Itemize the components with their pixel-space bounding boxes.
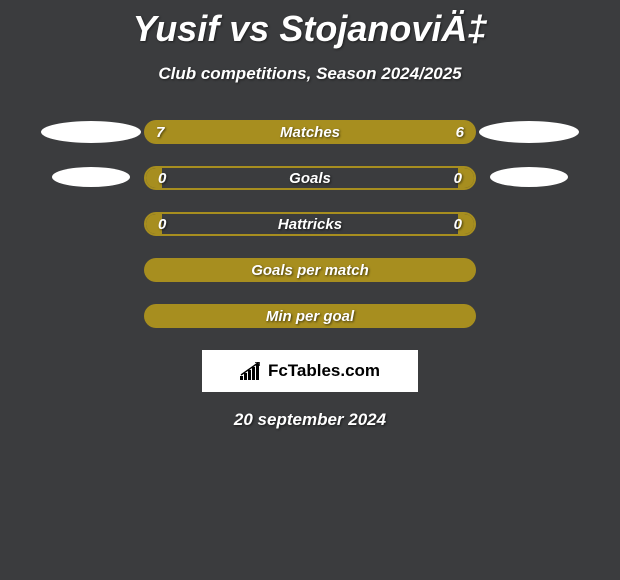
player-mark-left (32, 305, 144, 327)
stat-bar: 76Matches (144, 120, 476, 144)
player-mark-left (32, 167, 144, 189)
player-mark-right (476, 259, 588, 281)
stat-row: 00Hattricks (0, 212, 620, 236)
player-mark-ellipse (479, 121, 579, 143)
page-title: Yusif vs StojanoviÄ‡ (0, 8, 620, 50)
player-mark-left (32, 213, 144, 235)
stat-label: Hattricks (146, 216, 474, 233)
player-mark-left (32, 259, 144, 281)
player-mark-right (476, 305, 588, 327)
branding-box: FcTables.com (202, 350, 418, 392)
stat-label: Goals per match (144, 262, 476, 279)
player-mark-ellipse (41, 121, 141, 143)
player-mark-ellipse (490, 167, 568, 187)
stat-label: Goals (146, 170, 474, 187)
stat-bar: Min per goal (144, 304, 476, 328)
stat-bar: Goals per match (144, 258, 476, 282)
stat-row: 00Goals (0, 166, 620, 190)
stat-row: 76Matches (0, 120, 620, 144)
stat-row: Goals per match (0, 258, 620, 282)
branding-text: FcTables.com (268, 361, 380, 381)
fctables-logo-icon (240, 362, 262, 380)
stat-label: Min per goal (144, 308, 476, 325)
page-subtitle: Club competitions, Season 2024/2025 (0, 64, 620, 84)
player-mark-right (476, 121, 588, 143)
stat-bar: 00Hattricks (144, 212, 476, 236)
player-mark-right (476, 213, 588, 235)
stats-rows: 76Matches 00Goals 00Hattricks Goals per mat… (0, 120, 620, 328)
stat-label: Matches (144, 124, 476, 141)
comparison-card: Yusif vs StojanoviÄ‡ Club competitions, … (0, 0, 620, 430)
player-mark-right (476, 167, 588, 189)
stat-row: Min per goal (0, 304, 620, 328)
player-mark-left (32, 121, 144, 143)
stat-bar: 00Goals (144, 166, 476, 190)
date-text: 20 september 2024 (0, 410, 620, 430)
player-mark-ellipse (52, 167, 130, 187)
